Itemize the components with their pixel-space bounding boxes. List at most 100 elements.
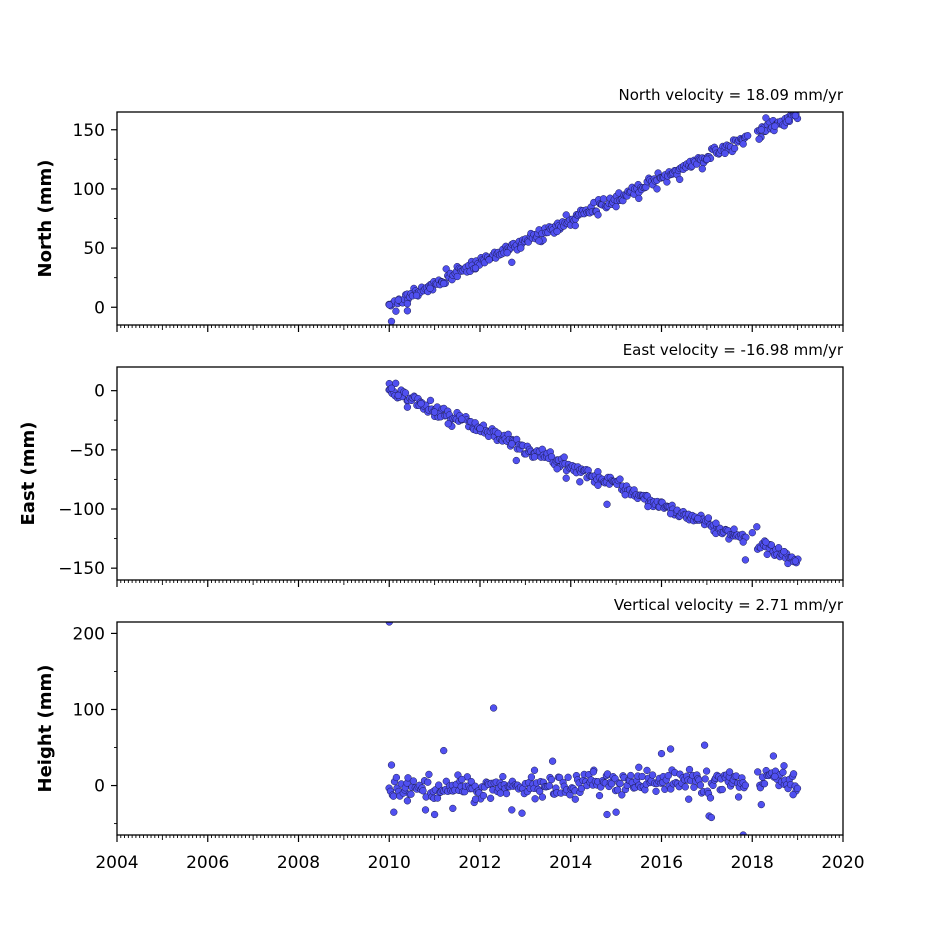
height-point bbox=[701, 775, 709, 783]
east-point bbox=[730, 525, 738, 533]
height-point bbox=[648, 771, 657, 779]
east-ytick-label: −150 bbox=[58, 559, 105, 579]
height-point bbox=[577, 784, 586, 793]
height-panel: Vertical velocity = 2.71 mm/yr Height (m… bbox=[35, 596, 865, 873]
east-point bbox=[508, 440, 516, 448]
east-panel: East velocity = -16.98 mm/yr East (mm) 0… bbox=[18, 341, 844, 587]
height-point bbox=[706, 794, 715, 802]
height-point bbox=[387, 761, 396, 769]
east-point bbox=[791, 557, 800, 565]
east-axis-label: East (mm) bbox=[18, 422, 39, 526]
north-point bbox=[757, 126, 765, 134]
east-point bbox=[560, 453, 568, 461]
height-point bbox=[760, 780, 769, 788]
east-point bbox=[417, 400, 425, 408]
height-panel-title: Vertical velocity = 2.71 mm/yr bbox=[614, 596, 844, 614]
height-ytick-label: 0 bbox=[94, 777, 105, 797]
height-point bbox=[607, 780, 616, 788]
xtick-label: 2008 bbox=[277, 853, 320, 873]
height-point bbox=[681, 783, 689, 791]
north-point bbox=[599, 195, 608, 203]
north-point bbox=[762, 114, 770, 122]
height-point bbox=[635, 763, 643, 771]
height-point bbox=[471, 795, 480, 803]
height-point bbox=[424, 778, 432, 786]
north-point bbox=[784, 116, 793, 124]
height-point bbox=[707, 813, 716, 822]
east-point bbox=[512, 456, 520, 465]
height-point bbox=[652, 787, 660, 795]
height-point bbox=[638, 772, 646, 781]
height-ytick-label: 100 bbox=[73, 700, 105, 720]
east-point bbox=[458, 415, 466, 423]
height-point bbox=[389, 792, 398, 800]
north-point bbox=[635, 194, 643, 203]
height-point bbox=[780, 762, 788, 770]
height-point bbox=[757, 800, 765, 809]
north-point bbox=[394, 296, 402, 304]
north-point bbox=[387, 317, 396, 325]
height-point bbox=[404, 774, 412, 782]
height-point bbox=[486, 794, 495, 802]
xtick-label: 2016 bbox=[640, 853, 683, 873]
north-point bbox=[755, 135, 763, 143]
xtick-label: 2004 bbox=[95, 853, 138, 873]
east-point bbox=[748, 529, 756, 537]
height-point bbox=[627, 771, 635, 780]
north-point bbox=[403, 307, 412, 315]
north-point bbox=[612, 203, 620, 211]
north-point bbox=[471, 264, 480, 272]
north-point bbox=[403, 300, 412, 308]
east-point bbox=[741, 556, 750, 564]
east-point bbox=[666, 510, 675, 518]
north-point bbox=[676, 175, 684, 184]
height-point bbox=[538, 793, 547, 801]
north-ytick-label: 150 bbox=[73, 121, 105, 141]
east-point bbox=[576, 478, 584, 486]
height-point bbox=[419, 787, 427, 795]
east-point bbox=[644, 502, 652, 511]
north-point bbox=[791, 112, 800, 120]
north-point bbox=[440, 279, 448, 288]
north-point bbox=[553, 227, 561, 236]
height-point bbox=[527, 773, 536, 781]
east-point bbox=[774, 544, 783, 552]
height-ytick-label: 200 bbox=[73, 624, 105, 644]
xtick-label: 2018 bbox=[731, 853, 774, 873]
height-point bbox=[725, 768, 734, 776]
east-point bbox=[712, 519, 720, 527]
height-points bbox=[385, 622, 802, 835]
north-point bbox=[508, 258, 516, 266]
height-point bbox=[595, 791, 604, 800]
height-frame bbox=[116, 621, 844, 836]
east-point bbox=[762, 538, 770, 546]
east-point bbox=[562, 474, 570, 482]
north-panel: North velocity = 18.09 mm/yr North (mm) … bbox=[35, 86, 844, 332]
height-point bbox=[440, 746, 448, 755]
height-point bbox=[618, 791, 626, 799]
height-point bbox=[793, 784, 802, 793]
east-point bbox=[444, 420, 452, 428]
height-point bbox=[603, 810, 611, 819]
north-point bbox=[594, 211, 602, 219]
north-point bbox=[426, 284, 434, 292]
height-point bbox=[407, 790, 415, 798]
east-point bbox=[739, 538, 747, 546]
north-point bbox=[739, 140, 747, 148]
east-point bbox=[594, 481, 602, 489]
height-axis-label: Height (mm) bbox=[35, 665, 56, 793]
height-point bbox=[769, 752, 778, 760]
height-point bbox=[479, 791, 488, 800]
north-point bbox=[412, 291, 421, 300]
height-point bbox=[685, 795, 693, 803]
xtick-label: 2020 bbox=[821, 853, 864, 873]
north-point bbox=[442, 265, 450, 273]
east-point bbox=[494, 429, 502, 437]
xtick-label: 2014 bbox=[549, 853, 592, 873]
east-ytick-label: 0 bbox=[94, 382, 105, 402]
height-point bbox=[435, 781, 443, 789]
height-point bbox=[545, 782, 553, 790]
east-point bbox=[426, 396, 435, 405]
north-point bbox=[453, 272, 461, 281]
